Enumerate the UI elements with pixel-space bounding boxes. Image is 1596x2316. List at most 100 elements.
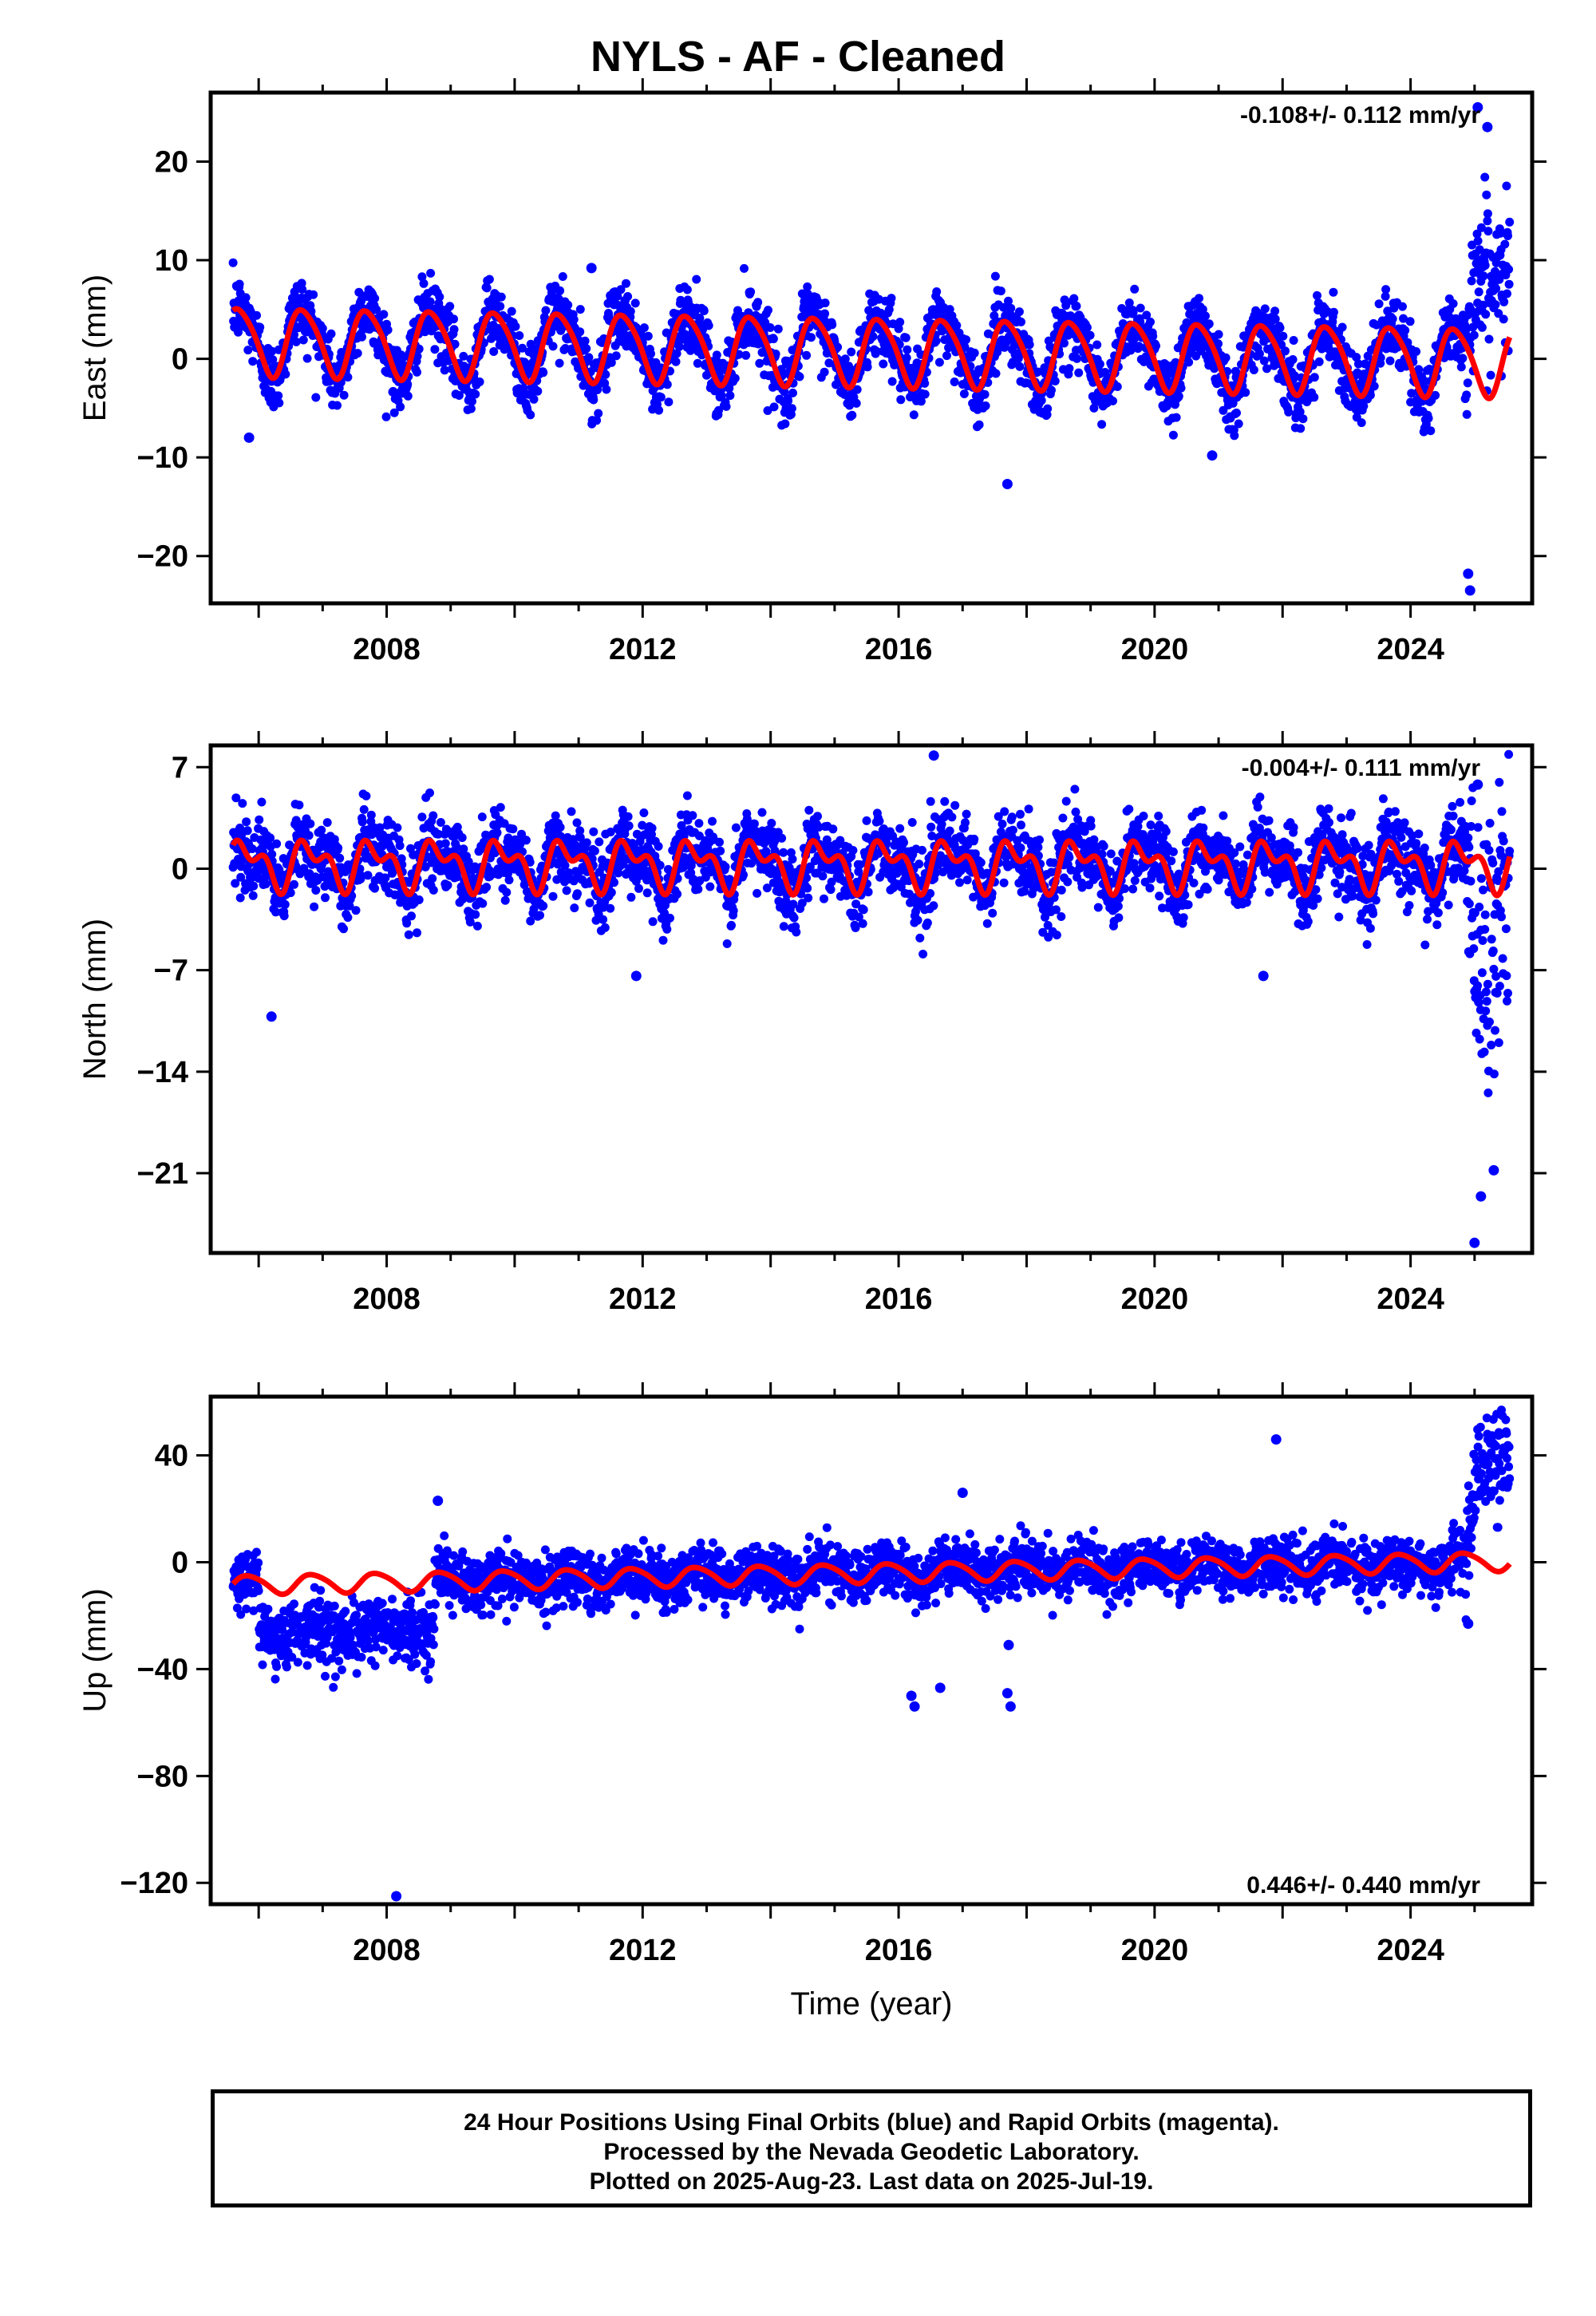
data-point [999,302,1009,312]
data-point [535,911,544,920]
data-point [721,862,730,871]
data-point [1176,383,1186,393]
data-point [610,878,618,887]
data-point [1148,331,1158,341]
data-point [890,360,899,370]
data-point [746,287,756,297]
data-point [255,815,264,824]
data-point [1065,364,1074,373]
data-point [1136,303,1145,313]
data-point [472,921,482,931]
data-point [393,823,402,832]
data-point [274,391,283,401]
data-point [592,416,602,425]
data-point [1399,314,1408,323]
data-point [1295,407,1305,417]
data-point [980,389,990,399]
data-point [477,812,487,822]
data-point [741,350,751,360]
data-point [693,884,703,894]
data-point [1424,413,1433,423]
data-point [926,822,936,832]
data-point [606,903,615,913]
data-point [643,331,653,341]
data-point [1502,181,1511,191]
data-point [716,846,725,856]
data-point [1480,172,1490,182]
data-point [1204,319,1214,329]
data-point [982,919,992,928]
data-point [915,860,924,869]
data-point [425,297,435,306]
data-point [952,321,962,330]
data-point [1469,330,1479,340]
east-y-axis-label: East (mm) [77,275,113,421]
data-point [508,824,518,834]
data-point [1484,334,1494,344]
data-point [1426,426,1436,436]
data-point [788,855,797,864]
data-point [436,818,445,827]
data-point [1020,887,1029,896]
data-point [321,893,330,903]
data-point [996,287,1005,296]
data-point [715,837,724,847]
data-point [623,292,633,301]
data-point [753,298,763,307]
data-point [725,391,735,401]
data-point [595,837,604,847]
data-point [1458,354,1468,363]
data-point [962,875,972,885]
data-point [858,919,867,928]
data-point [1398,302,1407,311]
data-point [779,848,788,857]
data-point [887,377,897,386]
data-point [1043,921,1053,930]
data-point [541,306,551,315]
data-point [281,370,290,379]
data-point [818,871,828,881]
data-point [647,824,657,833]
data-point [1495,228,1505,238]
data-point [1400,326,1410,335]
data-point [851,923,860,932]
data-point [452,843,461,852]
data-point [402,919,412,928]
data-point [241,293,251,302]
data-point [389,408,399,417]
data-point [419,279,429,288]
data-point [1310,393,1319,402]
data-point [381,412,391,421]
data-point [950,377,959,386]
data-point [492,828,502,837]
data-point [768,334,778,344]
data-point [1479,271,1488,281]
data-point [1353,359,1363,369]
data-point [496,302,505,311]
data-point [1420,377,1430,386]
data-point [482,883,492,892]
data-point [623,812,633,821]
data-point [457,833,467,843]
data-point [994,812,1003,821]
data-point [639,323,649,333]
data-point [606,887,616,897]
data-point [1477,322,1487,332]
data-point [1017,820,1025,830]
data-point [1262,364,1271,373]
data-point [1100,368,1110,377]
data-point [1288,355,1298,364]
data-point [1476,223,1486,232]
data-point [1381,291,1390,301]
data-point [500,895,510,905]
data-point [1412,347,1421,356]
x-tick-label: 2020 [1121,633,1189,666]
data-point [567,807,576,816]
data-point [279,911,289,921]
data-point [433,829,443,839]
data-point [1254,349,1264,358]
data-point [286,888,295,898]
data-point [692,275,701,284]
data-point [421,862,430,871]
